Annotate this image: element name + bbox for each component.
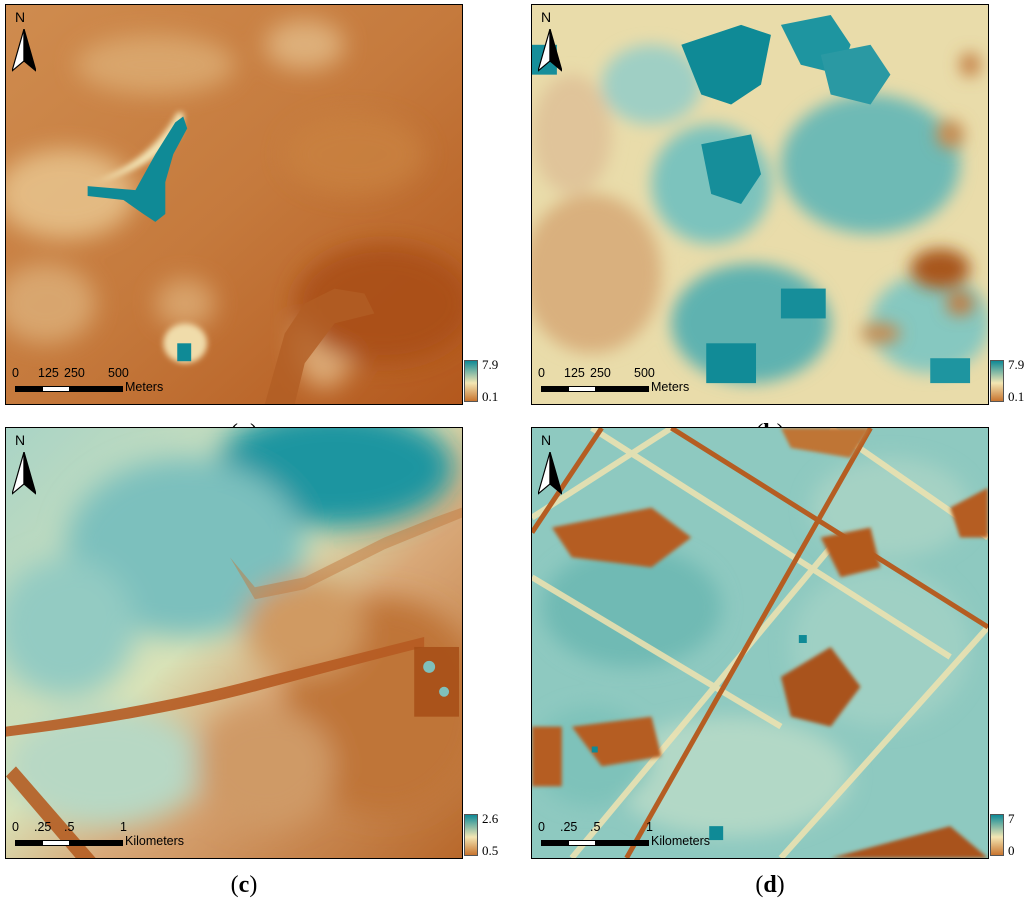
scale-unit: Kilometers	[125, 834, 185, 848]
legend-max: 2.6	[482, 811, 499, 826]
scale-tick: 500	[634, 366, 655, 380]
legend-max: 7	[1008, 811, 1015, 826]
scale-tick: .5	[64, 820, 75, 834]
scale-unit: Kilometers	[651, 834, 711, 848]
north-label: N	[15, 432, 26, 448]
legend-max: 7.9	[1008, 357, 1024, 372]
raster-image-c	[6, 428, 462, 858]
north-arrow-a: N	[12, 9, 36, 73]
legend-min: 0.1	[482, 389, 499, 404]
legend-b: 7.9 0.1	[990, 357, 1024, 408]
caption-d: (d)	[755, 872, 785, 898]
north-arrow-c: N	[12, 432, 36, 496]
water-body-a	[87, 116, 188, 222]
map-panel-a: N 0 125 250 500 Meters	[5, 4, 463, 405]
scale-bar-a: 0 125 250 500 Meters	[12, 366, 212, 400]
scale-tick: 500	[108, 366, 129, 380]
scale-tick: 1	[646, 820, 653, 834]
legend-d: 7 0	[990, 811, 1024, 862]
scale-tick: 250	[590, 366, 611, 380]
scale-bar-d: 0 .25 .5 1 Kilometers	[538, 820, 738, 854]
map-panel-d: N 0 .25 .5 1 Kilometers	[531, 427, 989, 859]
north-label: N	[15, 9, 26, 25]
legend-max: 7.9	[482, 357, 499, 372]
scale-bar-b: 0 125 250 500 Meters	[538, 366, 738, 400]
scale-tick: 125	[564, 366, 585, 380]
north-label: N	[541, 432, 552, 448]
scale-tick: 0	[538, 820, 545, 834]
map-panel-b: N 0 125 250 500 Meters	[531, 4, 989, 405]
map-panel-c: N 0 .25 .5 1 Kilometers	[5, 427, 463, 859]
scale-tick: 1	[120, 820, 127, 834]
scale-tick: .25	[560, 820, 578, 834]
scale-tick: .5	[590, 820, 601, 834]
legend-c: 2.6 0.5	[464, 811, 516, 862]
scale-bar-c: 0 .25 .5 1 Kilometers	[12, 820, 212, 854]
scale-tick: 250	[64, 366, 85, 380]
scale-tick: 0	[12, 820, 19, 834]
scale-unit: Meters	[125, 380, 164, 394]
north-arrow-b: N	[538, 9, 562, 73]
legend-min: 0.5	[482, 843, 499, 858]
raster-image-b	[532, 5, 988, 404]
legend-a: 7.9 0.1	[464, 357, 516, 408]
north-label: N	[541, 9, 552, 25]
north-arrow-d: N	[538, 432, 562, 496]
scale-unit: Meters	[651, 380, 690, 394]
legend-min: 0.1	[1008, 389, 1024, 404]
scale-tick: 125	[38, 366, 59, 380]
raster-image-a	[6, 5, 462, 404]
scale-tick: 0	[12, 366, 19, 380]
caption-c: (c)	[230, 872, 258, 898]
raster-image-d	[532, 428, 988, 858]
scale-tick: 0	[538, 366, 545, 380]
scale-tick: .25	[34, 820, 52, 834]
legend-min: 0	[1008, 843, 1015, 858]
